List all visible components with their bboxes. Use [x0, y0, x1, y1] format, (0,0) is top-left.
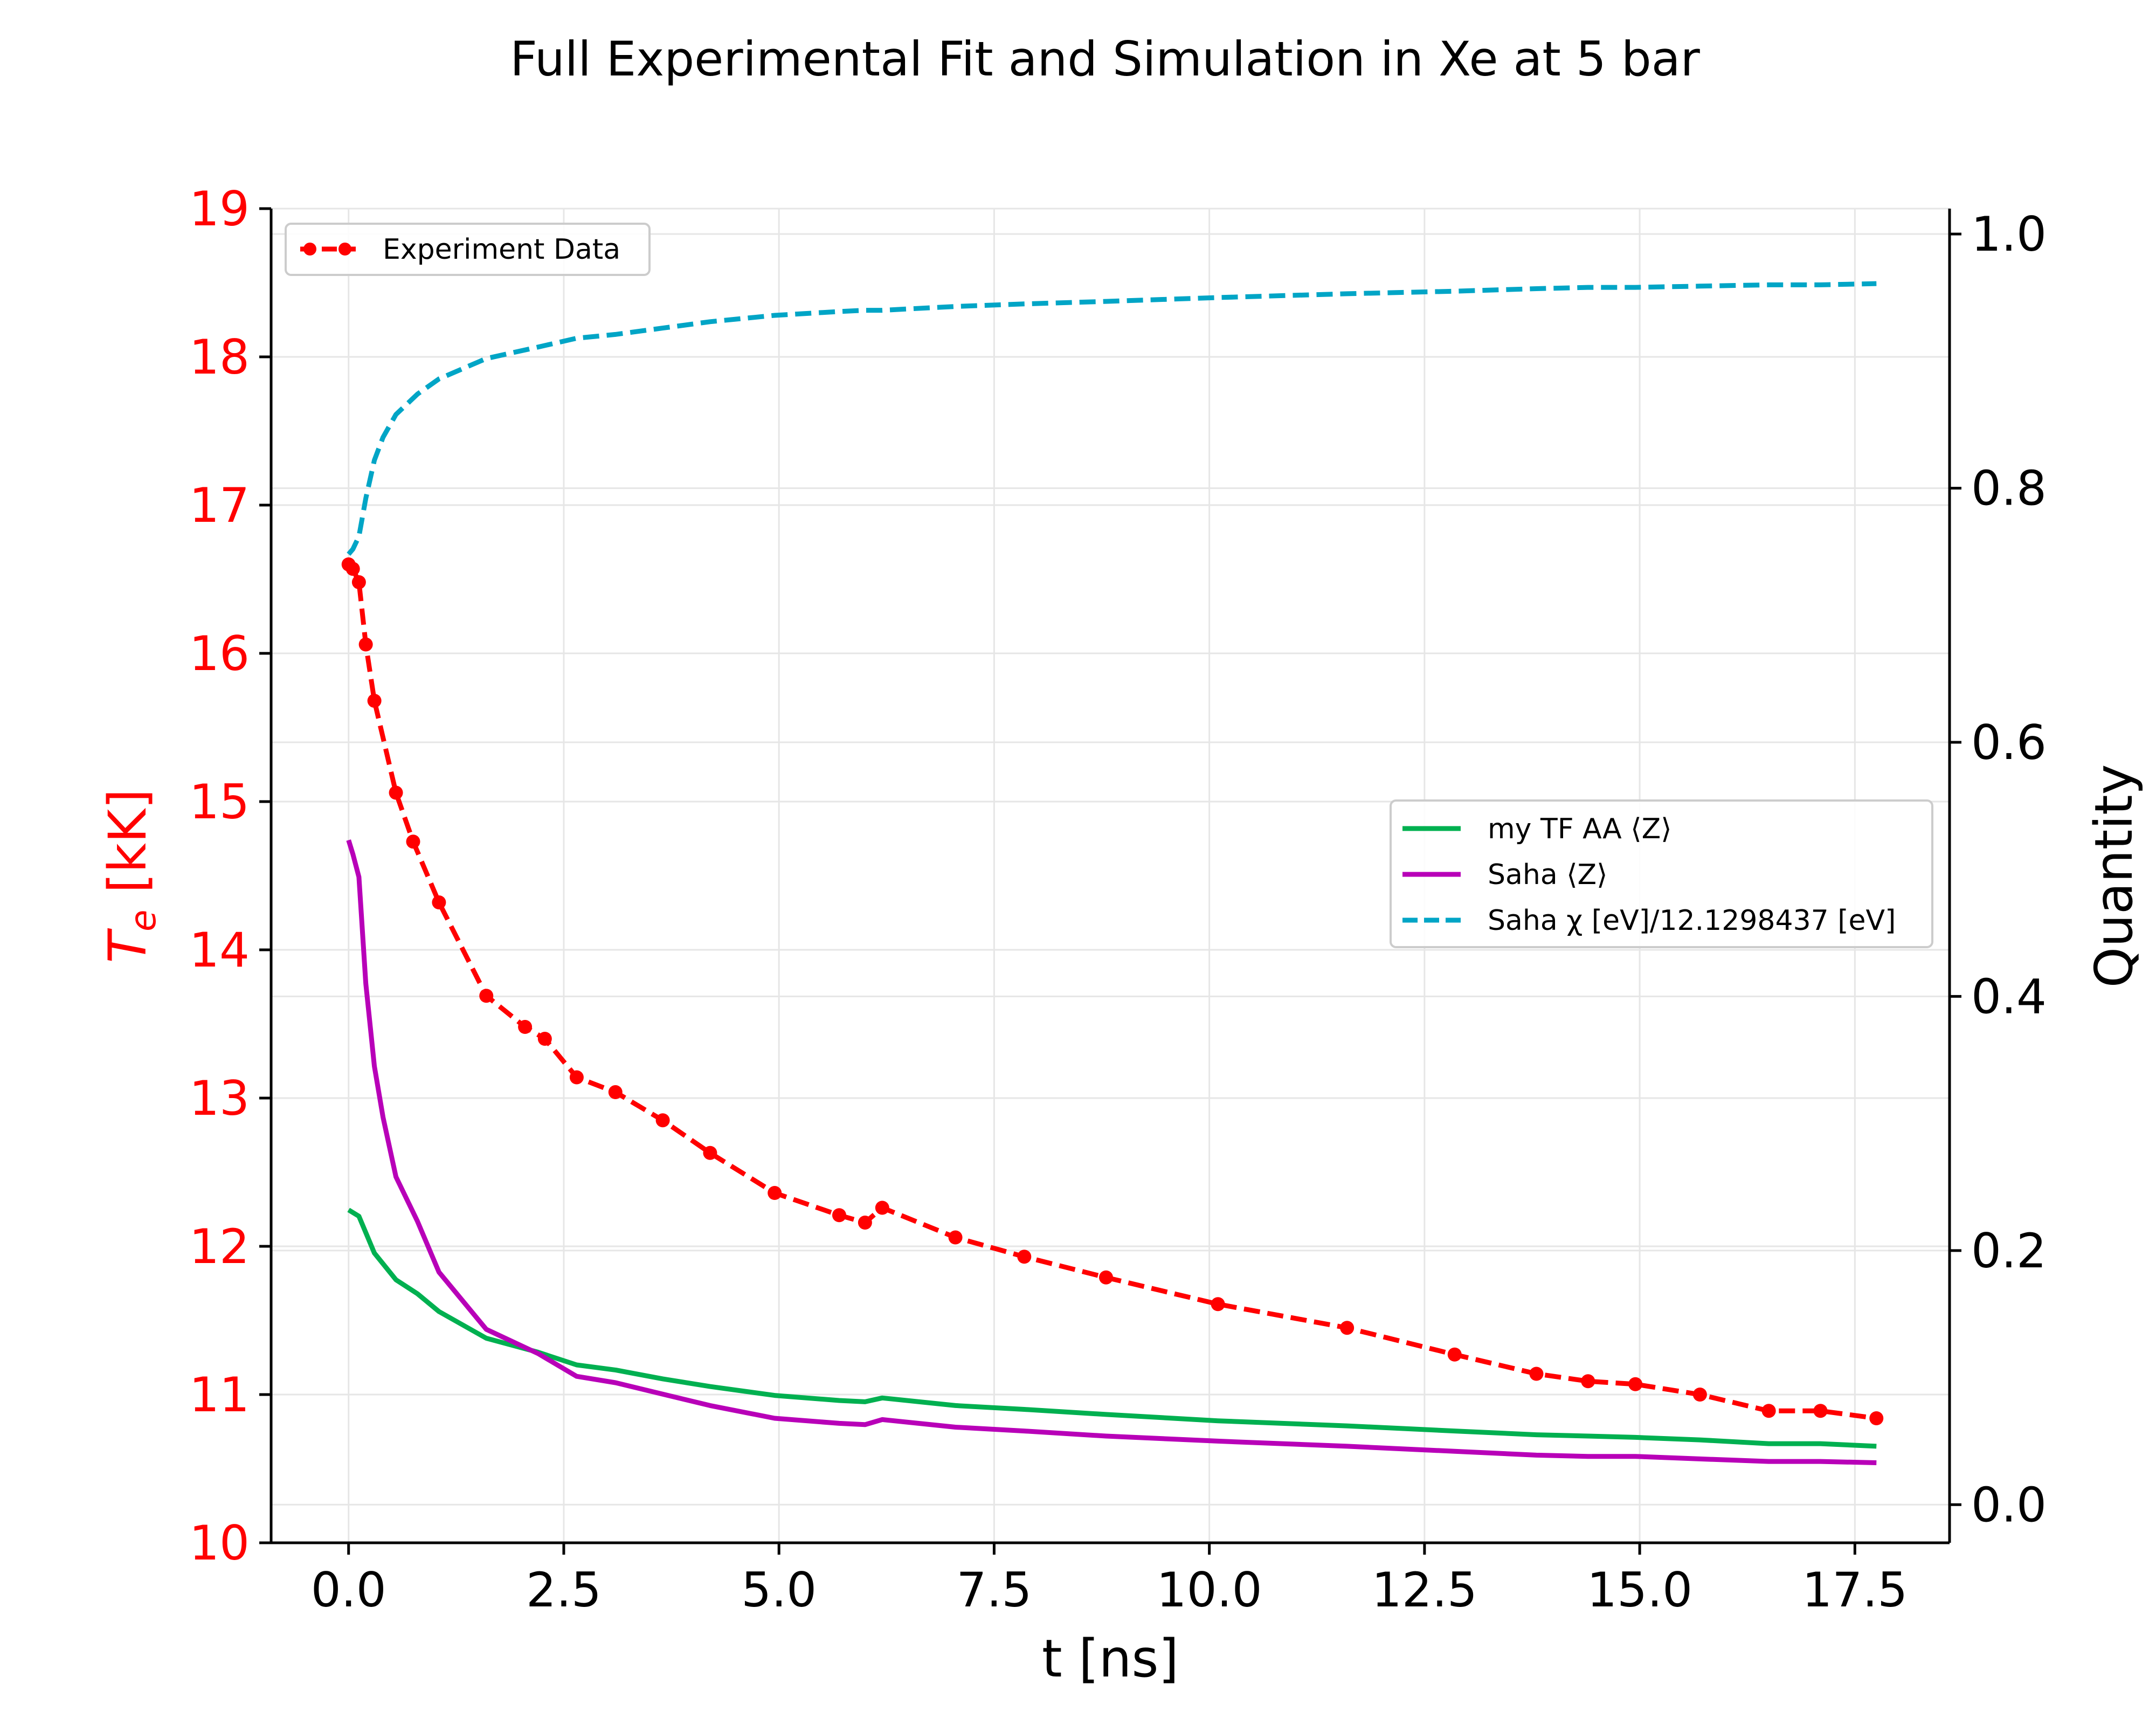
legend-experiment-marker-right: [338, 243, 351, 256]
data-point-experiment-data: [351, 575, 366, 589]
series-line-my-tf-aa-z: [347, 1208, 1877, 1449]
y-left-tick-label: 19: [189, 181, 250, 237]
y-axis-right-label: Quantity: [2084, 764, 2144, 988]
data-point-experiment-data: [518, 1020, 533, 1034]
x-tick-label: 5.0: [741, 1562, 817, 1618]
y-right-tick-label: 0.6: [1971, 715, 2047, 770]
data-point-experiment-data: [875, 1200, 889, 1215]
data-point-experiment-data: [1099, 1270, 1114, 1285]
y-axis-right: 0.0 0.2 0.4 0.6 0.8 1.0: [1950, 206, 2047, 1533]
data-point-experiment-data: [1211, 1297, 1225, 1312]
y-left-tick-label: 13: [189, 1071, 250, 1126]
data-point-experiment-data: [1761, 1404, 1776, 1418]
data-point-experiment-data: [345, 562, 360, 576]
x-tick-label: 7.5: [956, 1562, 1032, 1618]
data-point-experiment-data: [608, 1085, 623, 1099]
data-point-experiment-data: [1692, 1388, 1707, 1402]
data-point-experiment-data: [1447, 1347, 1462, 1362]
y-right-tick-label: 0.0: [1971, 1477, 2047, 1533]
series-layer: [341, 281, 1884, 1465]
y-left-tick-label: 14: [189, 922, 250, 978]
legend-experiment-box: [285, 223, 651, 276]
data-point-experiment-data: [406, 834, 420, 849]
legend-saha-chi-label: Saha χ [eV]/12.1298437 [eV]: [1488, 905, 1896, 937]
legend-simulation: my TF AA ⟨Z⟩ Saha ⟨Z⟩ Saha χ [eV]/12.129…: [1390, 799, 1933, 948]
legend-experiment: Experiment Data: [285, 223, 651, 276]
y-axis-left-label: Te [kK]: [98, 789, 164, 963]
data-point-experiment-data: [858, 1216, 872, 1230]
data-point-experiment-data: [537, 1032, 552, 1046]
y-right-tick-label: 0.4: [1971, 969, 2047, 1024]
data-point-experiment-data: [832, 1208, 846, 1223]
data-point-experiment-data: [569, 1070, 584, 1085]
data-point-experiment-data: [367, 694, 382, 708]
data-point-experiment-data: [479, 989, 494, 1003]
data-point-experiment-data: [768, 1186, 782, 1200]
legend-simulation-box: [1390, 799, 1933, 948]
legend-experiment-marker-left: [303, 243, 316, 256]
series-line-experiment-data: [347, 562, 1877, 1421]
chart-title: Full Experimental Fit and Simulation in …: [510, 31, 1700, 87]
y-right-tick-label: 1.0: [1971, 206, 2047, 262]
x-axis: 0.0 2.5 5.0 7.5 10.0 12.5 15.0 17.5: [311, 1543, 1908, 1618]
data-point-experiment-data: [1869, 1411, 1884, 1425]
data-point-experiment-data: [389, 785, 403, 800]
y-axis-left-label-sub: e: [122, 909, 164, 932]
y-left-tick-label: 10: [189, 1515, 250, 1571]
data-point-experiment-data: [1529, 1367, 1544, 1381]
data-point-experiment-data: [1581, 1374, 1595, 1389]
data-point-experiment-data: [948, 1230, 963, 1245]
y-left-tick-label: 17: [189, 478, 250, 533]
x-tick-label: 15.0: [1587, 1562, 1692, 1618]
data-point-experiment-data: [358, 637, 373, 652]
x-tick-label: 10.0: [1157, 1562, 1262, 1618]
series-line-saha-ev-12-1298437-ev: [347, 281, 1877, 556]
y-right-tick-label: 0.8: [1971, 461, 2047, 516]
x-tick-label: 0.0: [311, 1562, 386, 1618]
data-point-experiment-data: [1628, 1377, 1643, 1391]
data-point-experiment-data: [1813, 1404, 1828, 1418]
y-axis-left-label-base: T: [98, 928, 158, 963]
x-axis-label: t [ns]: [1042, 1629, 1179, 1689]
data-point-experiment-data: [432, 895, 446, 909]
data-point-experiment-data: [655, 1113, 670, 1128]
y-left-tick-label: 18: [189, 329, 250, 385]
series-line-saha-z: [346, 839, 1877, 1465]
legend-saha-z-label: Saha ⟨Z⟩: [1488, 859, 1607, 891]
data-point-experiment-data: [703, 1146, 717, 1160]
y-left-tick-label: 16: [189, 626, 250, 681]
x-tick-label: 17.5: [1802, 1562, 1908, 1618]
y-right-tick-label: 0.2: [1971, 1223, 2047, 1279]
legend-experiment-label: Experiment Data: [383, 233, 620, 266]
x-tick-label: 12.5: [1372, 1562, 1477, 1618]
plot-frame: [270, 209, 1951, 1544]
y-left-tick-label: 11: [189, 1367, 250, 1423]
y-axis-left-label-unit: [kK]: [98, 789, 158, 909]
y-left-tick-label: 15: [189, 774, 250, 830]
y-left-tick-label: 12: [189, 1219, 250, 1274]
legend-tfaa-label: my TF AA ⟨Z⟩: [1488, 813, 1671, 845]
data-point-experiment-data: [1017, 1250, 1032, 1264]
x-tick-label: 2.5: [526, 1562, 602, 1618]
y-axis-left: 10 11 12 13 14 15 16 17 18 19: [189, 181, 271, 1571]
data-point-experiment-data: [1340, 1321, 1355, 1335]
